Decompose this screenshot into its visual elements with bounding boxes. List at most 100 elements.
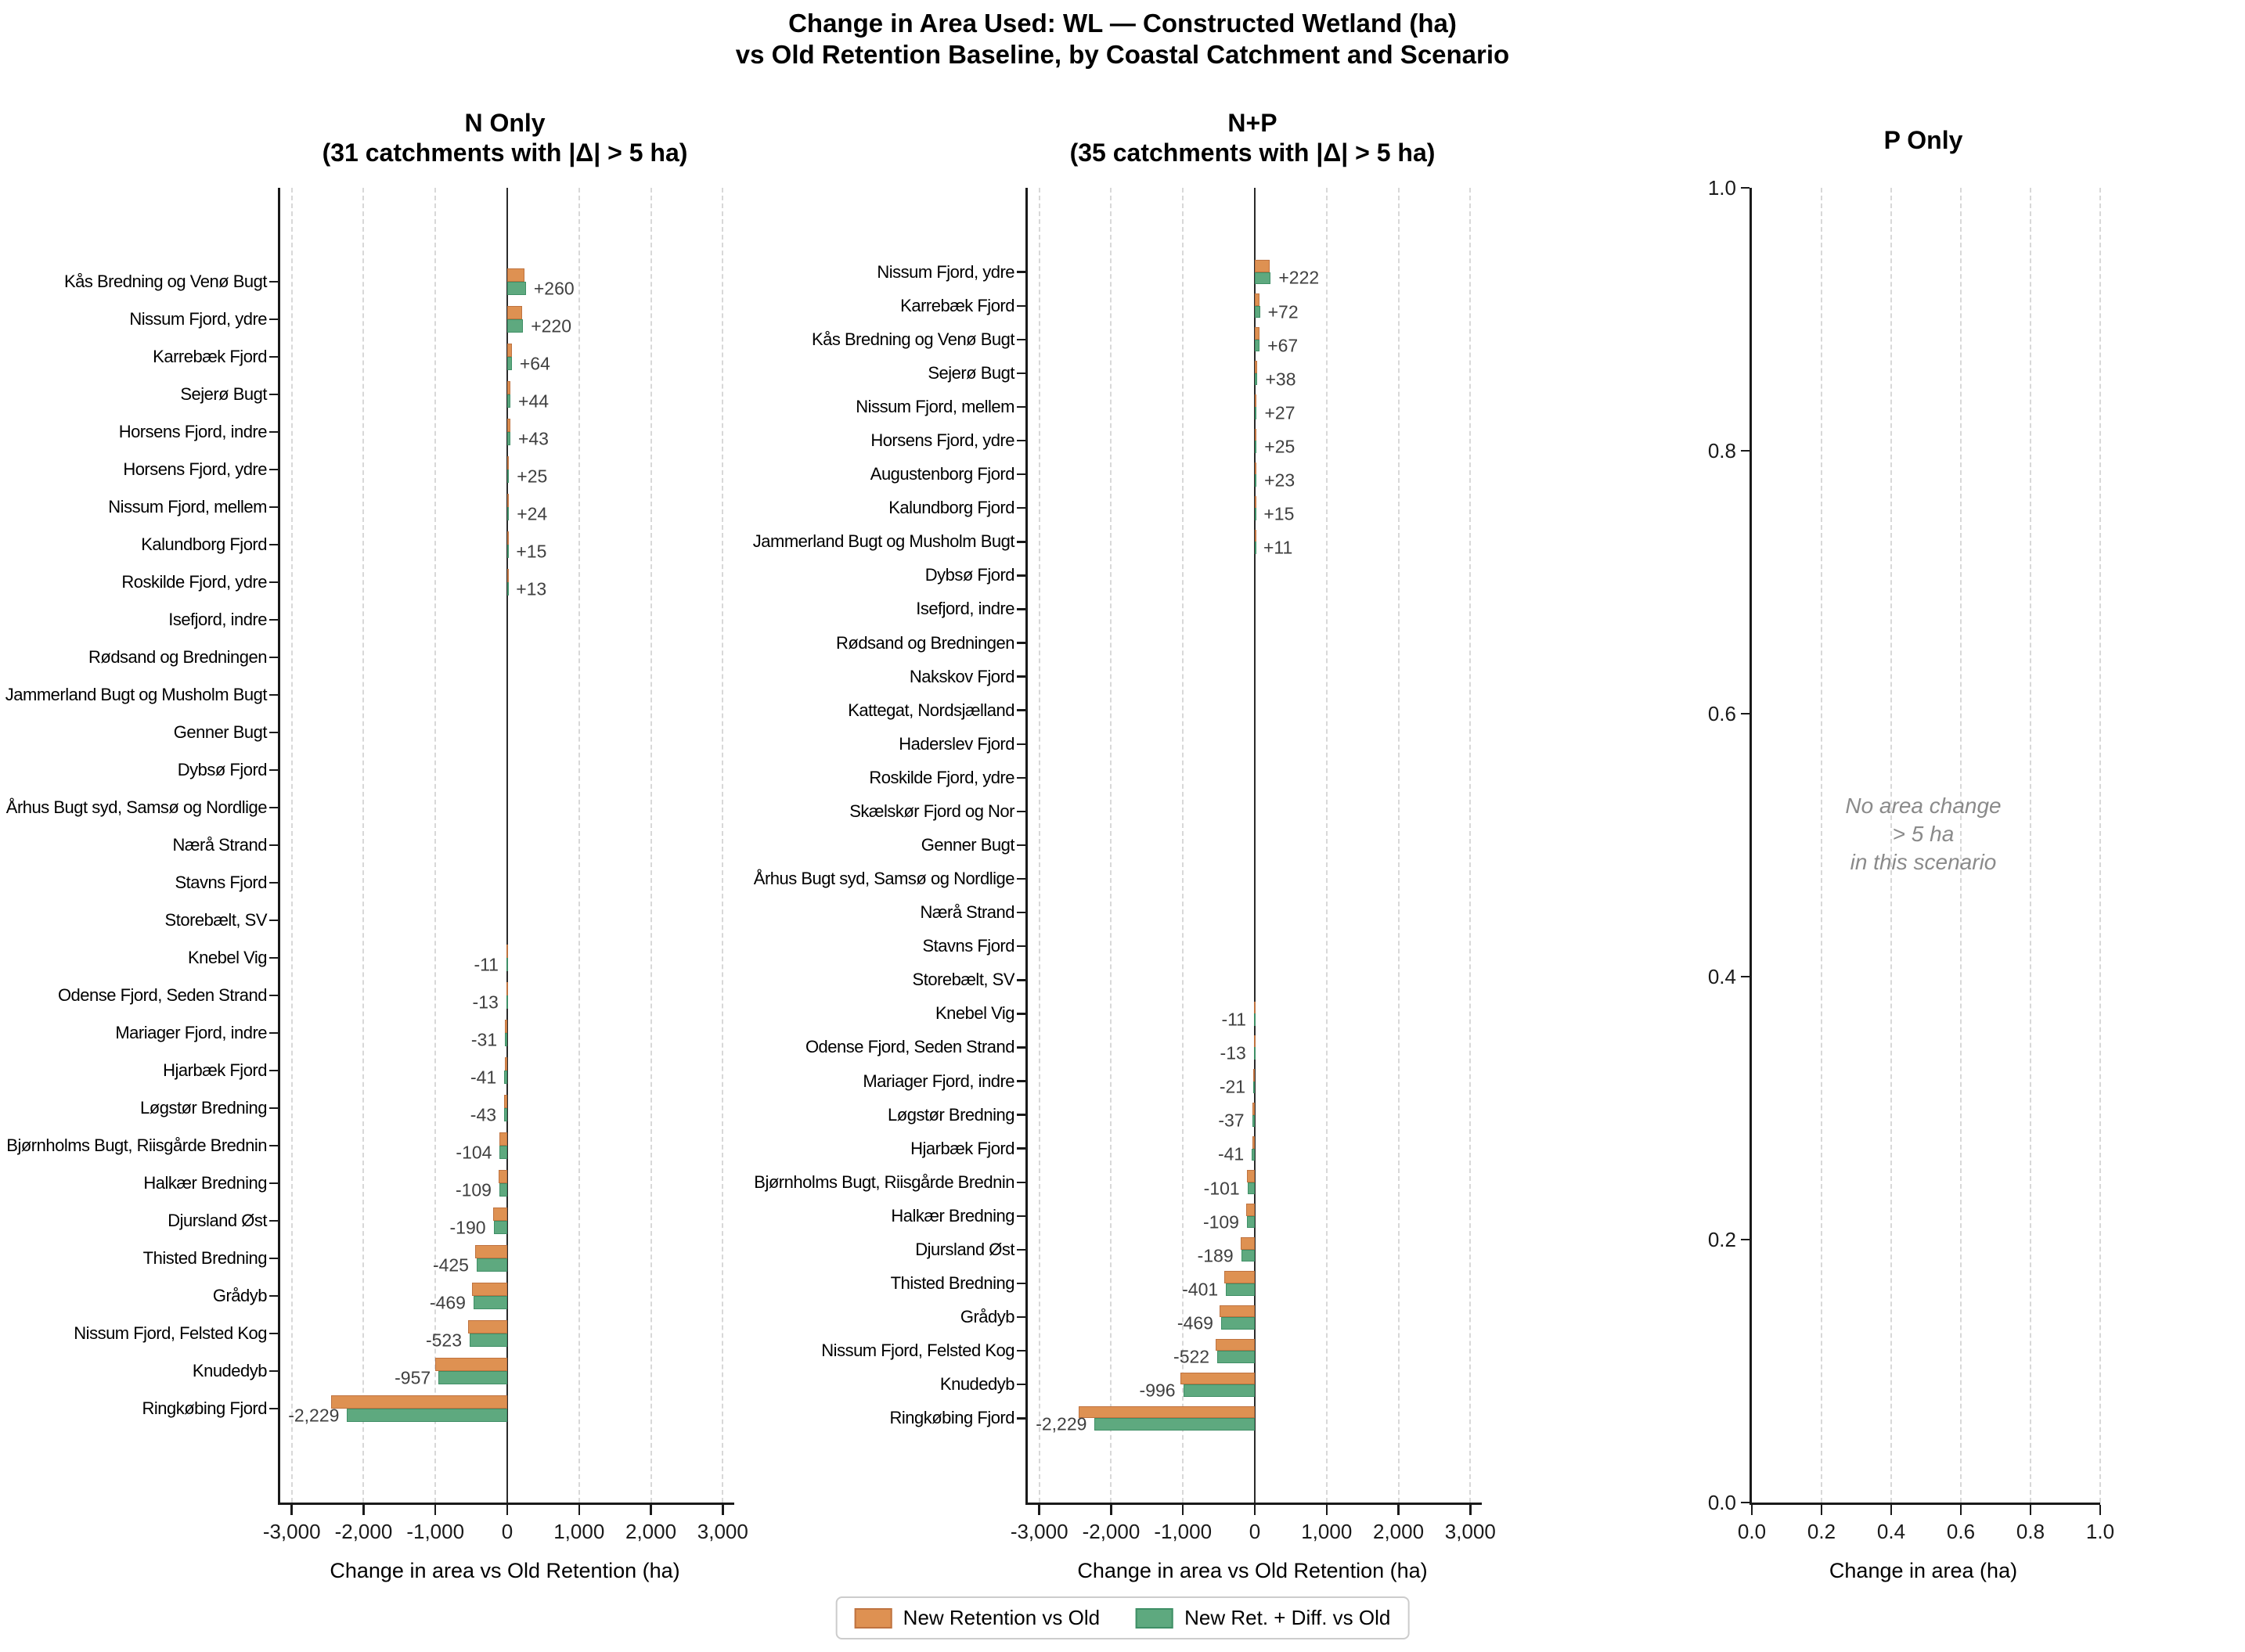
bar-new-ret-plus-diff-vs-old (438, 1371, 507, 1385)
bar-new-ret-plus-diff-vs-old (1253, 1013, 1256, 1026)
category-tick (1017, 473, 1025, 476)
category-tick (1017, 1046, 1025, 1049)
category-label: Halkær Bredning (143, 1173, 267, 1193)
bar-new-retention-vs-old (507, 343, 512, 357)
x-tick-label: 0.0 (1737, 1520, 1767, 1543)
category-label: Djursland Øst (915, 1239, 1014, 1259)
gridline (290, 188, 293, 1503)
category-label: Århus Bugt syd, Samsø og Nordlige (753, 869, 1015, 889)
bar-new-ret-plus-diff-vs-old (507, 507, 510, 521)
category-tick (1017, 979, 1025, 981)
x-tick-label: -2,000 (334, 1520, 393, 1543)
category-tick (269, 1332, 278, 1335)
x-tick-label: 3,000 (697, 1520, 748, 1543)
x-tick-label: 0 (1249, 1520, 1261, 1543)
category-tick (269, 618, 278, 621)
value-label: -11 (1221, 1009, 1246, 1030)
no-data-note-line3: in this scenario (1850, 850, 1997, 874)
bar-new-retention-vs-old (507, 493, 510, 507)
bar-new-retention-vs-old (507, 531, 509, 545)
panel-title-n-plus-p-line1: N+P (1227, 109, 1277, 137)
category-label: Odense Fjord, Seden Strand (57, 985, 268, 1005)
value-label: +13 (516, 578, 547, 599)
category-label: Mariager Fjord, indre (115, 1023, 267, 1042)
value-label: -31 (470, 1029, 498, 1050)
bar-new-ret-plus-diff-vs-old (507, 357, 512, 371)
category-label: Kalundborg Fjord (888, 498, 1014, 518)
value-label: -522 (1173, 1346, 1210, 1367)
category-label: Roskilde Fjord, ydre (121, 572, 267, 592)
bar-new-retention-vs-old (331, 1395, 507, 1409)
bar-new-retention-vs-old (1224, 1271, 1255, 1283)
x-tick (1038, 1505, 1040, 1515)
bar-new-retention-vs-old (435, 1357, 507, 1371)
bar-new-ret-plus-diff-vs-old (506, 958, 508, 972)
category-label: Genner Bugt (173, 722, 268, 742)
category-tick (1017, 877, 1025, 880)
x-tick-label: -1,000 (1154, 1520, 1213, 1543)
bar-new-ret-plus-diff-vs-old (1183, 1384, 1255, 1397)
bar-new-retention-vs-old (1254, 1001, 1256, 1014)
value-label: -11 (474, 954, 499, 975)
bar-new-ret-plus-diff-vs-old (504, 1071, 507, 1085)
bar-new-ret-plus-diff-vs-old (507, 470, 510, 484)
value-label: -425 (432, 1254, 469, 1276)
bar-new-ret-plus-diff-vs-old (507, 545, 509, 559)
bar-new-retention-vs-old (1252, 1136, 1255, 1149)
category-label: Isefjord, indre (168, 610, 267, 629)
no-data-note-line1: No area change (1845, 794, 2002, 818)
category-tick (1017, 1181, 1025, 1184)
category-label: Genner Bugt (921, 835, 1015, 855)
category-tick (269, 693, 278, 696)
category-label: Karrebæk Fjord (153, 347, 267, 366)
x-tick (1253, 1505, 1256, 1515)
category-tick (1017, 810, 1025, 813)
bar-new-ret-plus-diff-vs-old (507, 582, 509, 596)
bar-new-ret-plus-diff-vs-old (1255, 508, 1256, 520)
category-tick (1017, 642, 1025, 644)
category-tick (269, 844, 278, 847)
value-label: -43 (470, 1104, 497, 1125)
bar-new-ret-plus-diff-vs-old (1255, 407, 1257, 419)
category-tick (1017, 1215, 1025, 1218)
category-label: Storebælt, SV (912, 970, 1015, 990)
value-label: +72 (1267, 301, 1299, 322)
category-tick (1017, 1114, 1025, 1116)
gridline (1890, 188, 1892, 1503)
category-label: Stavns Fjord (175, 873, 268, 892)
value-label: +23 (1264, 470, 1295, 491)
value-label: -21 (1219, 1076, 1246, 1097)
legend-swatch-orange (854, 1607, 892, 1629)
x-tick-label: 1,000 (553, 1520, 605, 1543)
bar-new-ret-plus-diff-vs-old (470, 1333, 507, 1348)
y-tick (1741, 1238, 1750, 1241)
category-label: Grådyb (212, 1286, 268, 1305)
zero-line (506, 188, 509, 1503)
category-label: Isefjord, indre (916, 599, 1014, 619)
category-label: Horsens Fjord, indre (118, 422, 268, 441)
category-tick (269, 1107, 278, 1110)
category-tick (269, 280, 278, 283)
value-label: +15 (1263, 503, 1295, 524)
category-label: Dybsø Fjord (924, 565, 1015, 585)
category-label: Skælskør Fjord og Nor (849, 801, 1014, 821)
category-label: Rødsand og Bredningen (836, 632, 1015, 653)
bar-new-ret-plus-diff-vs-old (1253, 1081, 1256, 1094)
legend-label-new-retention: New Retention vs Old (903, 1606, 1101, 1629)
category-tick (1017, 844, 1025, 847)
x-axis-label-n-only: Change in area vs Old Retention (ha) (330, 1559, 680, 1582)
gridline (722, 188, 724, 1503)
x-tick-label: 1.0 (2085, 1520, 2115, 1543)
category-label: Nærå Strand (172, 835, 268, 855)
bar-new-retention-vs-old (1253, 1035, 1256, 1048)
category-label: Nissum Fjord, mellem (108, 497, 267, 516)
bar-new-ret-plus-diff-vs-old (1220, 1317, 1255, 1330)
value-label: +24 (517, 503, 548, 524)
category-label: Nissum Fjord, ydre (129, 309, 267, 329)
x-tick-label: -3,000 (1010, 1520, 1068, 1543)
bar-new-retention-vs-old (507, 455, 510, 470)
x-tick-label: 1,000 (1301, 1520, 1353, 1543)
category-tick (269, 994, 278, 997)
category-tick (269, 1294, 278, 1297)
panel-title-n-plus-p: N+P (35 catchments with |Δ| > 5 ha) (955, 108, 1550, 167)
